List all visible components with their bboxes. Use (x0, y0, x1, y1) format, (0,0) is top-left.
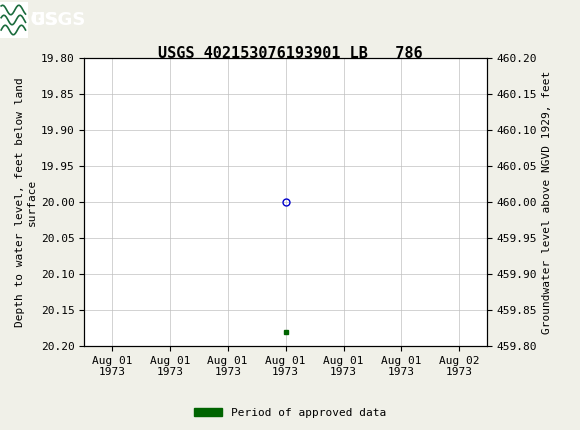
Text: USGS: USGS (30, 11, 85, 29)
Y-axis label: Groundwater level above NGVD 1929, feet: Groundwater level above NGVD 1929, feet (542, 71, 552, 334)
Bar (0, 2, 28, 38)
Text: USGS: USGS (3, 11, 58, 29)
Y-axis label: Depth to water level, feet below land
surface: Depth to water level, feet below land su… (15, 77, 37, 327)
Text: USGS 402153076193901 LB   786: USGS 402153076193901 LB 786 (158, 46, 422, 61)
Legend: Period of approved data: Period of approved data (190, 403, 390, 422)
